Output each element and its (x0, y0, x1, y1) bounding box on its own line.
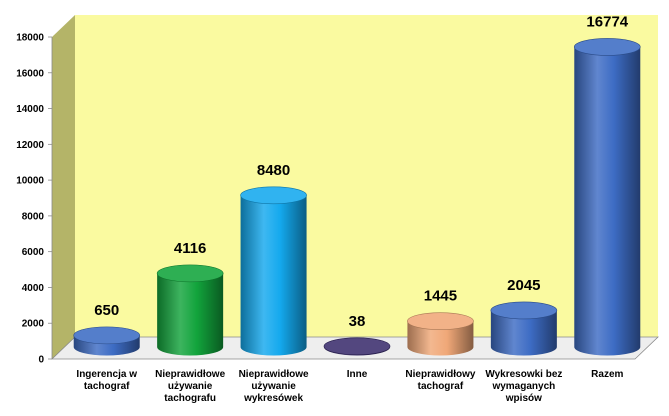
bars (73, 38, 641, 356)
bar-top (323, 337, 391, 356)
data-label: 38 (349, 313, 366, 330)
y-tick-label: 14000 (16, 104, 44, 115)
y-tick-label: 0 (38, 355, 44, 366)
data-label: 650 (94, 302, 119, 319)
x-tick-label: Nieprawidłowy tachograf (405, 369, 475, 392)
data-label: 16774 (586, 13, 628, 30)
bar-top (156, 264, 224, 283)
x-tick-label: Wykresowki bez wymaganych wpisów (485, 369, 562, 404)
bar (573, 38, 641, 356)
bar-body (490, 310, 557, 356)
y-tick-label: 8000 (22, 211, 45, 222)
chart-side-wall (52, 15, 75, 359)
bar (156, 264, 224, 356)
y-tick-label: 2000 (22, 319, 45, 330)
y-tick-label: 18000 (16, 33, 44, 44)
bar-top (73, 326, 141, 345)
x-tick-label: Nieprawidłowe używanie wykresówek (239, 369, 309, 404)
y-tick-label: 4000 (22, 283, 45, 294)
y-axis: 0 2000 4000 6000 8000 10000 12000 14000 16000 180… (16, 33, 52, 366)
bar (323, 337, 391, 356)
bar-top (240, 186, 307, 205)
x-tick-label: Ingerencja w tachograf (76, 369, 137, 392)
bar (490, 301, 558, 356)
x-tick-label: Razem (591, 369, 623, 380)
chart-back-wall (75, 15, 658, 337)
bar (407, 312, 474, 356)
y-tick-label: 16000 (16, 68, 44, 79)
bar-body (574, 46, 641, 356)
data-label: 2045 (507, 277, 540, 294)
x-axis: Ingerencja w tachograf Nieprawidłowe używan… (76, 369, 623, 404)
value-labels: 650 4116 8480 38 1445 2045 16774 (94, 13, 629, 329)
y-tick-label: 12000 (16, 140, 44, 151)
bar-top (573, 38, 641, 56)
x-tick-label: Inne (347, 369, 368, 380)
bar-body (407, 321, 474, 356)
y-tick-label: 10000 (16, 176, 44, 187)
bar-body (157, 273, 224, 356)
bar (240, 186, 307, 356)
bar-top (407, 312, 474, 330)
bar-body (240, 195, 307, 356)
data-label: 4116 (174, 240, 207, 257)
x-tick-label: Nieprawidłowe używanie tachografu (155, 369, 225, 404)
data-label: 1445 (424, 288, 457, 305)
data-label: 8480 (257, 162, 290, 179)
bar (73, 326, 141, 356)
bar-top (490, 301, 558, 320)
y-tick-label: 6000 (22, 247, 45, 258)
